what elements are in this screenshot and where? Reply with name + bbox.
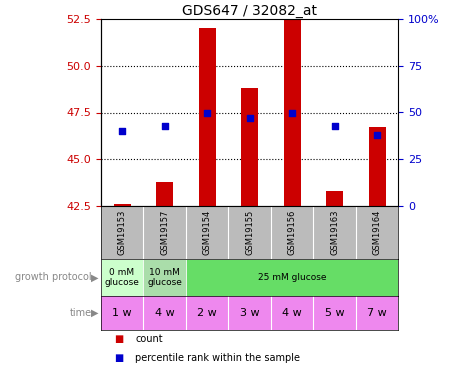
Point — [246, 115, 253, 121]
Point — [203, 110, 211, 116]
Text: growth protocol: growth protocol — [15, 273, 92, 282]
Bar — [114, 204, 131, 206]
Text: 2 w: 2 w — [197, 308, 217, 318]
Point — [118, 128, 125, 134]
Text: 25 mM glucose: 25 mM glucose — [258, 273, 327, 282]
Text: 7 w: 7 w — [367, 308, 387, 318]
Text: GSM19163: GSM19163 — [330, 210, 339, 255]
Text: GSM19155: GSM19155 — [245, 210, 254, 255]
Bar — [101, 259, 143, 296]
Text: percentile rank within the sample: percentile rank within the sample — [135, 353, 300, 363]
Text: 5 w: 5 w — [325, 308, 344, 318]
Text: 4 w: 4 w — [282, 308, 302, 318]
Bar — [369, 128, 386, 206]
Text: 0 mM
glucose: 0 mM glucose — [104, 268, 140, 287]
Bar — [199, 28, 216, 206]
Bar — [143, 259, 186, 296]
Text: 4 w: 4 w — [155, 308, 174, 318]
Point — [161, 123, 168, 129]
Text: GSM19157: GSM19157 — [160, 210, 169, 255]
Text: 3 w: 3 w — [240, 308, 259, 318]
Bar — [186, 259, 398, 296]
Text: 10 mM
glucose: 10 mM glucose — [147, 268, 182, 287]
Point — [289, 110, 296, 116]
Title: GDS647 / 32082_at: GDS647 / 32082_at — [182, 4, 317, 18]
Text: GSM19156: GSM19156 — [288, 210, 297, 255]
Text: ▶: ▶ — [91, 273, 98, 282]
Text: 1 w: 1 w — [112, 308, 132, 318]
Text: ■: ■ — [114, 334, 124, 344]
Bar — [284, 19, 300, 206]
Text: ■: ■ — [114, 353, 124, 363]
Point — [331, 123, 338, 129]
Point — [374, 132, 381, 138]
Text: ▶: ▶ — [91, 308, 98, 318]
Bar — [156, 182, 173, 206]
Text: GSM19153: GSM19153 — [118, 210, 126, 255]
Bar — [326, 191, 343, 206]
Text: time: time — [70, 308, 92, 318]
Text: GSM19154: GSM19154 — [202, 210, 212, 255]
Text: GSM19164: GSM19164 — [373, 210, 382, 255]
Text: count: count — [135, 334, 163, 344]
Bar — [241, 88, 258, 206]
